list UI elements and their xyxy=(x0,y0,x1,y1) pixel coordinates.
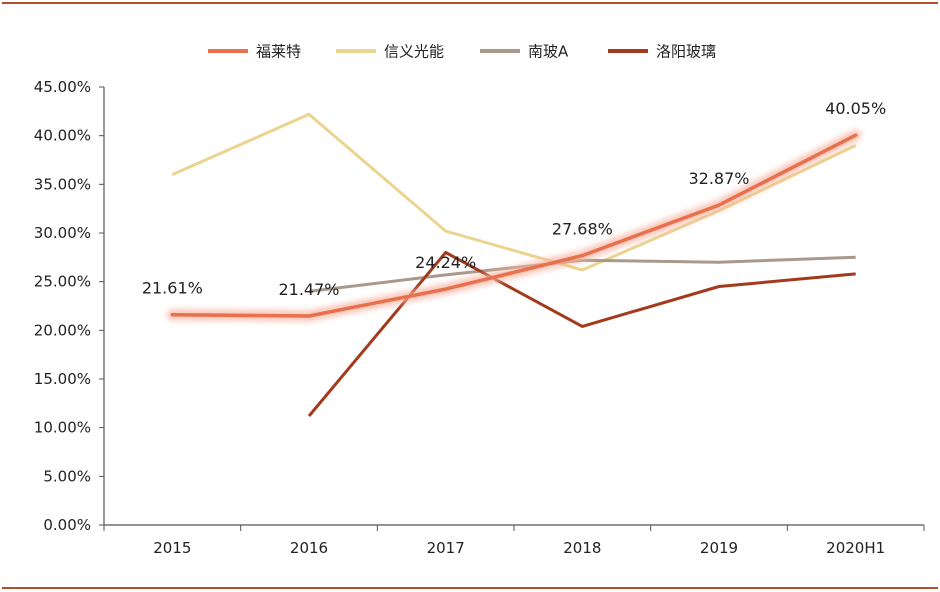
y-tick-label: 20.00% xyxy=(34,321,91,339)
bottom-rule xyxy=(2,587,938,589)
y-tick-label: 0.00% xyxy=(43,516,91,534)
y-axis: 0.00% 5.00% 10.00% 15.00% 20.00% 25.00% 30.00%… xyxy=(34,78,105,534)
y-tick-label: 5.00% xyxy=(43,467,91,485)
y-tick-label: 45.00% xyxy=(34,78,91,96)
series-line-洛阳玻璃 xyxy=(307,251,856,417)
data-label: 24.24% xyxy=(415,253,476,272)
top-rule xyxy=(2,2,938,4)
legend-item: 洛阳玻璃 xyxy=(608,43,716,61)
legend-label: 洛阳玻璃 xyxy=(656,43,716,61)
y-tick-label: 15.00% xyxy=(34,370,91,388)
y-tick-label: 10.00% xyxy=(34,419,91,437)
legend-label: 南玻A xyxy=(528,43,569,61)
data-label: 21.61% xyxy=(142,279,203,298)
series-line-信义光能 xyxy=(171,112,857,272)
y-tick-label: 30.00% xyxy=(34,224,91,242)
legend-item: 信义光能 xyxy=(336,43,444,61)
x-tick-label: 2017 xyxy=(427,539,465,557)
x-tick-label: 2016 xyxy=(290,539,328,557)
legend: 福莱特 信义光能 南玻A 洛阳玻璃 xyxy=(208,43,716,61)
legend-item: 南玻A xyxy=(480,43,569,61)
y-tick-label: 35.00% xyxy=(34,175,91,193)
y-tick-label: 40.00% xyxy=(34,127,91,145)
x-tick-label: 2020H1 xyxy=(826,539,885,557)
x-tick-label: 2019 xyxy=(700,539,738,557)
series-layer xyxy=(166,112,862,417)
data-label: 40.05% xyxy=(825,99,886,118)
legend-label: 信义光能 xyxy=(384,43,444,61)
series-line-福莱特 xyxy=(170,133,858,318)
data-label: 27.68% xyxy=(552,220,613,239)
data-labels: 21.61% 21.47% 24.24% 27.68% 32.87% 40.05% xyxy=(142,99,886,299)
data-label: 32.87% xyxy=(688,169,749,188)
legend-label: 福莱特 xyxy=(256,43,301,61)
y-tick-label: 25.00% xyxy=(34,273,91,291)
x-axis: 2015 2016 2017 2018 2019 2020H1 xyxy=(103,524,925,557)
x-tick-label: 2018 xyxy=(563,539,601,557)
series-line-南玻A xyxy=(308,255,856,293)
legend-item: 福莱特 xyxy=(208,43,301,61)
x-tick-label: 2015 xyxy=(153,539,191,557)
data-label: 21.47% xyxy=(278,280,339,299)
